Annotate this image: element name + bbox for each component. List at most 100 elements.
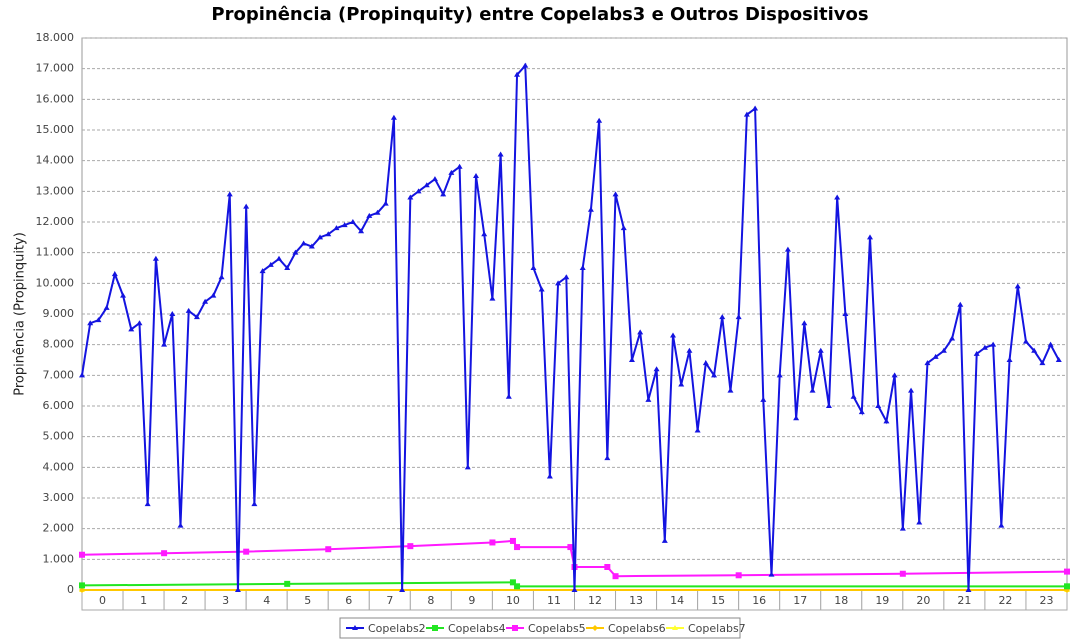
marker: [432, 625, 438, 631]
marker: [514, 583, 521, 590]
marker: [998, 522, 1005, 528]
marker: [382, 200, 389, 206]
marker: [678, 381, 685, 387]
marker: [87, 320, 94, 326]
marker: [637, 329, 644, 335]
marker: [817, 347, 824, 353]
y-tick-label: 14.000: [36, 154, 75, 167]
legend-label: Copelabs6: [608, 622, 666, 635]
y-tick-label: 16.000: [36, 92, 75, 105]
marker: [546, 473, 553, 479]
marker: [686, 347, 693, 353]
marker: [481, 231, 488, 237]
marker: [571, 587, 578, 592]
marker: [161, 550, 168, 557]
marker: [514, 544, 521, 551]
marker: [341, 222, 348, 228]
marker: [509, 579, 516, 586]
marker: [908, 387, 915, 393]
marker: [579, 265, 586, 270]
marker: [735, 572, 742, 579]
marker: [366, 212, 373, 218]
marker: [136, 320, 143, 326]
marker: [415, 188, 422, 194]
marker: [95, 317, 102, 323]
marker: [522, 62, 529, 68]
x-tick-label: 16: [752, 594, 766, 607]
marker: [981, 344, 988, 350]
marker: [243, 548, 250, 555]
marker: [596, 117, 603, 123]
x-tick-label: 7: [386, 594, 393, 607]
marker: [743, 111, 750, 117]
marker: [431, 176, 438, 182]
marker: [899, 570, 906, 577]
marker: [512, 625, 518, 631]
marker: [899, 525, 906, 531]
marker: [694, 427, 701, 433]
legend-label: Copelabs5: [528, 622, 586, 635]
x-tick-label: 0: [99, 594, 106, 607]
marker: [620, 225, 627, 231]
marker: [489, 295, 496, 301]
marker: [957, 301, 964, 307]
marker: [456, 163, 463, 169]
x-tick-label: 4: [263, 594, 270, 607]
marker: [489, 539, 496, 546]
y-tick-label: 18.000: [36, 31, 75, 44]
y-tick-label: 8.000: [43, 338, 75, 351]
marker: [349, 219, 356, 224]
marker: [251, 501, 258, 507]
marker: [169, 311, 176, 316]
y-tick-label: 1.000: [43, 552, 75, 565]
marker: [752, 105, 759, 111]
x-tick-label: 15: [711, 594, 725, 607]
marker: [768, 571, 775, 577]
marker: [1064, 568, 1070, 575]
marker: [509, 537, 516, 544]
marker: [719, 314, 726, 320]
marker: [940, 347, 947, 353]
marker: [973, 350, 980, 356]
x-tick-label: 5: [304, 594, 311, 607]
marker: [567, 544, 574, 551]
y-tick-label: 3.000: [43, 491, 75, 504]
x-tick-label: 18: [834, 594, 848, 607]
marker: [79, 587, 85, 593]
marker: [702, 360, 709, 366]
marker: [604, 564, 611, 570]
marker: [202, 298, 209, 304]
marker: [120, 292, 127, 298]
marker: [333, 225, 340, 231]
marker: [784, 246, 791, 252]
marker: [555, 280, 562, 286]
y-tick-label: 4.000: [43, 460, 75, 473]
marker: [672, 625, 678, 630]
series-line: [81, 63, 1060, 591]
legend-label: Copelabs7: [688, 622, 746, 635]
marker: [760, 396, 767, 402]
marker: [464, 464, 471, 470]
y-tick-label: 6.000: [43, 399, 75, 412]
marker: [505, 393, 512, 399]
marker: [193, 314, 200, 320]
marker: [612, 573, 619, 580]
marker: [103, 304, 110, 310]
marker: [653, 366, 660, 372]
x-tick-label: 10: [506, 594, 520, 607]
x-tick-label: 11: [547, 594, 561, 607]
marker: [423, 182, 430, 188]
marker: [128, 326, 135, 332]
y-tick-label: 9.000: [43, 307, 75, 320]
marker: [226, 191, 233, 197]
marker: [842, 311, 849, 316]
marker: [161, 341, 168, 347]
marker: [1006, 357, 1013, 362]
marker: [883, 418, 890, 424]
marker: [284, 580, 291, 587]
marker: [932, 353, 939, 359]
marker: [152, 255, 159, 261]
marker: [374, 209, 381, 215]
marker: [990, 341, 997, 347]
